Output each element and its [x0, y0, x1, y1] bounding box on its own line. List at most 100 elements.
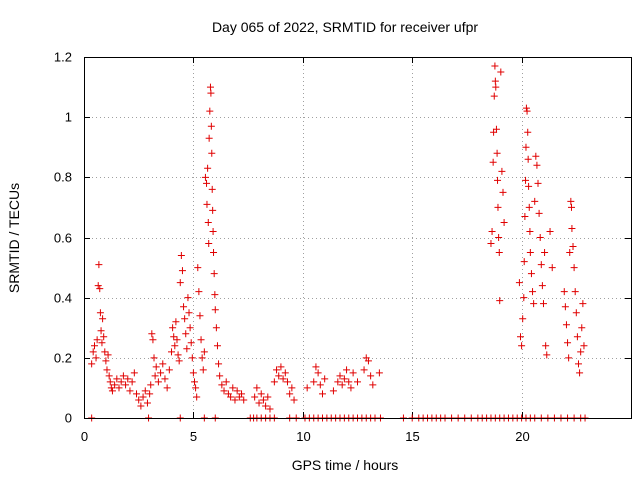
data-point [490, 92, 498, 100]
data-point [92, 354, 100, 362]
data-point [103, 366, 111, 374]
data-point [523, 107, 531, 115]
data-point [187, 339, 195, 347]
data-point [564, 339, 572, 347]
x-tick-label: 10 [296, 429, 310, 444]
data-point [104, 351, 112, 359]
data-point [188, 354, 196, 362]
data-point [176, 279, 184, 287]
data-point [190, 378, 198, 386]
data-point [273, 366, 281, 374]
data-point [494, 176, 502, 184]
data-point [561, 303, 569, 311]
data-point [196, 312, 204, 320]
data-point [161, 375, 169, 383]
data-point [529, 288, 537, 296]
data-point [517, 333, 525, 341]
data-point [89, 348, 97, 356]
data-point [205, 240, 213, 248]
data-point [238, 390, 246, 398]
data-point [347, 384, 355, 392]
data-point [146, 390, 154, 398]
data-point [97, 327, 105, 335]
data-point [343, 366, 351, 374]
data-point [210, 249, 218, 257]
data-point [233, 387, 241, 395]
data-point [259, 396, 267, 404]
data-point [206, 107, 214, 115]
data-point [124, 375, 132, 383]
data-point [288, 384, 296, 392]
data-point [150, 354, 158, 362]
data-point [515, 279, 523, 287]
data-point [96, 309, 104, 317]
data-point [360, 366, 368, 374]
data-point [139, 393, 147, 401]
data-point [174, 351, 182, 359]
y-tick-label: 1 [65, 110, 72, 125]
data-point [576, 369, 584, 377]
y-tick-label: 1.2 [54, 50, 72, 65]
data-point [275, 372, 283, 380]
data-point [163, 384, 171, 392]
data-point [571, 288, 579, 296]
data-point [210, 270, 218, 278]
data-point [525, 203, 533, 211]
data-point [204, 218, 212, 226]
data-point [122, 381, 130, 389]
data-point [367, 372, 375, 380]
data-point [95, 261, 103, 269]
data-point [211, 291, 219, 299]
data-point [148, 330, 156, 338]
data-point [281, 369, 289, 377]
data-point [209, 227, 217, 235]
data-point [491, 62, 499, 70]
y-tick-label: 0.4 [54, 291, 72, 306]
data-point [108, 387, 116, 395]
x-tick-label: 5 [190, 429, 197, 444]
y-tick-label: 0 [65, 411, 72, 426]
data-point [203, 200, 211, 208]
data-point [530, 300, 538, 308]
data-point [329, 387, 337, 395]
data-point [520, 294, 528, 302]
data-point [99, 315, 107, 323]
data-point [96, 285, 104, 293]
data-point [577, 348, 585, 356]
data-point [94, 282, 102, 290]
data-point [488, 227, 496, 235]
data-point [169, 324, 177, 332]
data-point [522, 176, 530, 184]
data-point [184, 294, 192, 302]
data-point [88, 360, 96, 368]
data-point [147, 381, 155, 389]
data-point [149, 336, 157, 344]
data-points [88, 62, 589, 422]
data-point [159, 360, 167, 368]
data-point [521, 212, 529, 220]
data-point [133, 390, 141, 398]
data-point [286, 390, 294, 398]
data-point [204, 164, 212, 172]
data-point [255, 399, 263, 407]
data-point [568, 224, 576, 232]
data-point [218, 381, 226, 389]
data-point [212, 324, 220, 332]
data-point [535, 209, 543, 217]
data-point [310, 378, 318, 386]
data-point [128, 378, 136, 386]
data-point [524, 155, 532, 163]
data-point [154, 378, 162, 386]
data-point [277, 363, 285, 371]
data-point [270, 378, 278, 386]
data-point [180, 303, 188, 311]
data-point [548, 264, 556, 272]
plot-frame [84, 57, 632, 419]
data-point [266, 405, 274, 413]
data-point [569, 243, 577, 251]
data-point [135, 396, 143, 404]
data-point [197, 336, 205, 344]
data-point [170, 333, 178, 341]
data-point [567, 197, 575, 205]
